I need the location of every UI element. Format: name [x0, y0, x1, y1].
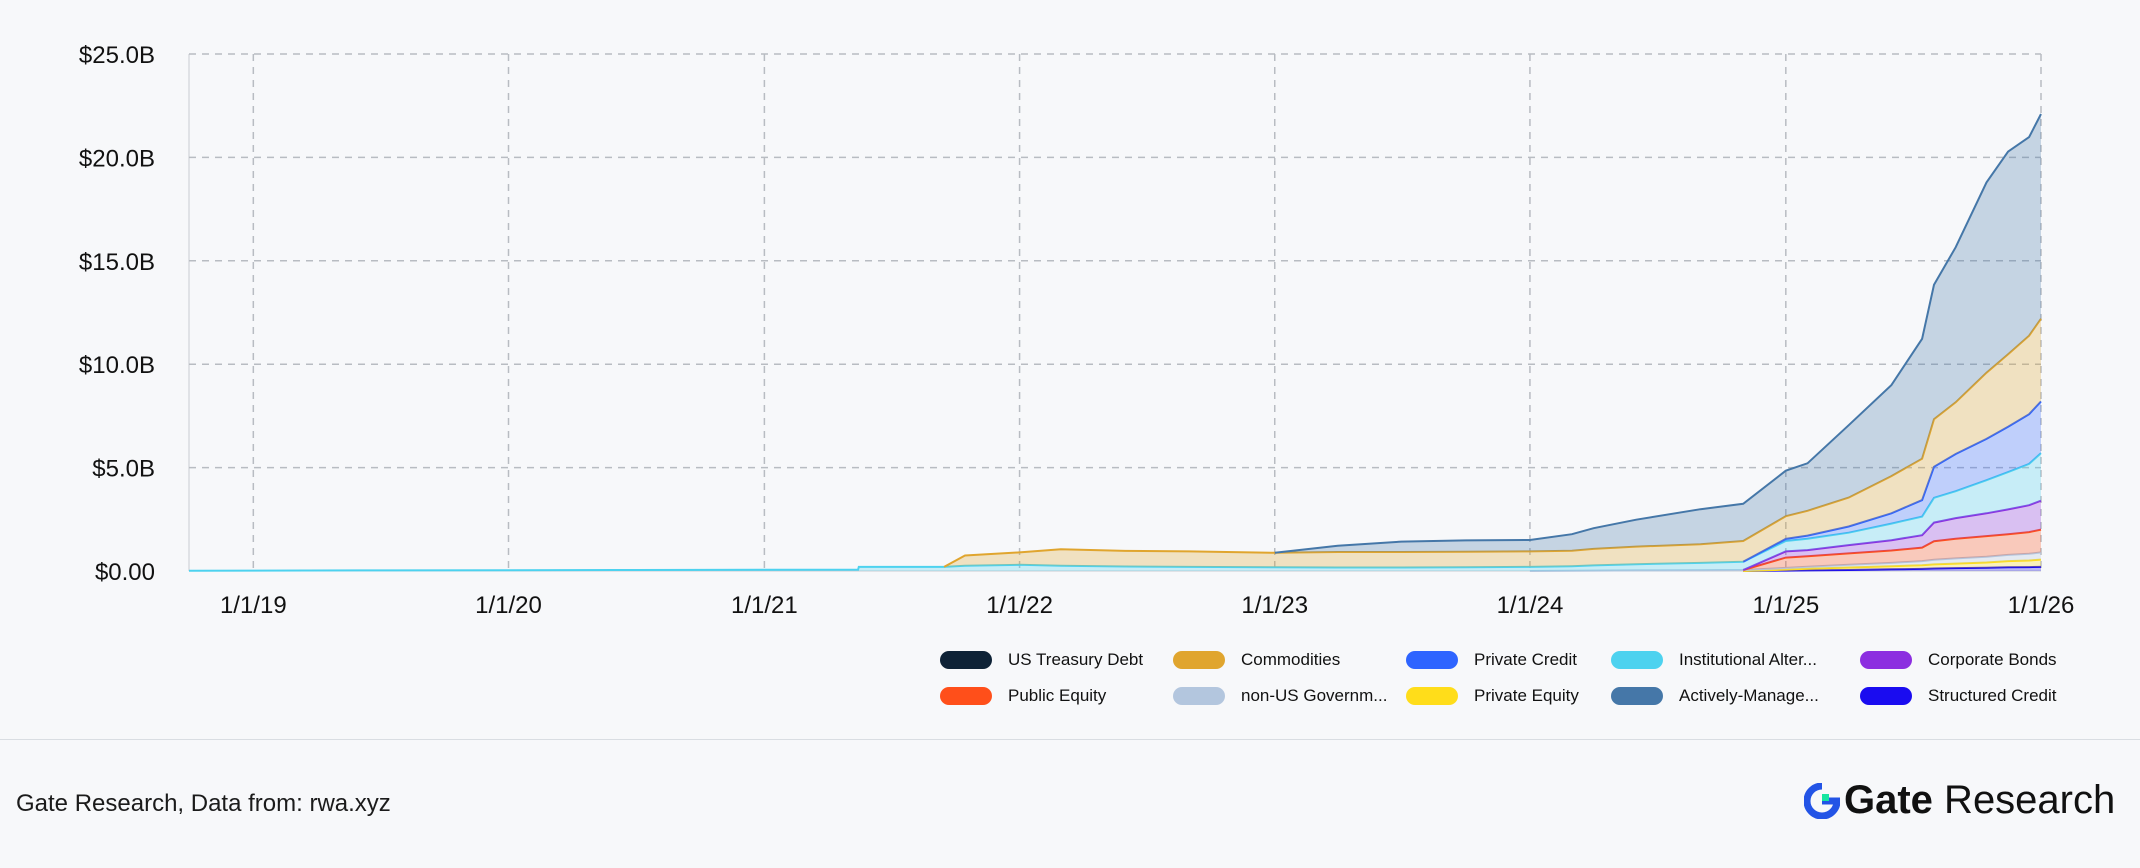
area-private-equity — [1743, 559, 2041, 571]
brand-logo: Gate Research — [1804, 778, 2115, 823]
legend-swatch — [1173, 687, 1225, 705]
area-structured-credit — [1743, 566, 2041, 571]
line-corporate-bonds — [1742, 499, 2042, 571]
line-actively-managed-strategies — [1274, 113, 2042, 554]
legend-swatch — [1406, 687, 1458, 705]
legend-label: Structured Credit — [1928, 686, 2057, 705]
line-private-credit — [1742, 400, 2042, 563]
x-tick-label: 1/1/21 — [731, 592, 798, 619]
area-actively-managed-strategies — [1274, 114, 2041, 553]
line-commodities — [943, 318, 2042, 568]
footer-divider — [0, 739, 2140, 740]
brand-rest: Research — [1932, 778, 2116, 822]
x-tick-label: 1/1/25 — [1752, 592, 1819, 619]
legend-item: Corporate Bonds — [1860, 642, 2080, 678]
legend-swatch — [1611, 651, 1663, 669]
brand-bold: Gate — [1844, 778, 1933, 822]
stacked-area-chart: $0.00 $5.0B $10.0B $15.0B $20.0B $25.0B 1/1/1… — [79, 42, 2074, 619]
x-tick-label: 1/1/24 — [1497, 592, 1564, 619]
legend-item: Institutional Alter... — [1611, 642, 1860, 678]
y-tick-label: $5.0B — [92, 456, 155, 483]
legend-item: Actively-Manage... — [1611, 678, 1860, 714]
x-tick-label: 1/1/23 — [1241, 592, 1308, 619]
line-private-equity — [1743, 558, 2042, 572]
legend-item: Structured Credit — [1860, 678, 2080, 714]
x-tick-label: 1/1/22 — [986, 592, 1053, 619]
legend-item: non-US Governm... — [1173, 678, 1406, 714]
y-axis-ticks: $0.00 $5.0B $10.0B $15.0B $20.0B $25.0B — [79, 42, 155, 586]
legend-label: Actively-Manage... — [1679, 686, 1819, 705]
legend-swatch — [1173, 651, 1225, 669]
legend-swatch — [1860, 651, 1912, 669]
legend-item: US Treasury Debt — [940, 642, 1173, 678]
x-tick-label: 1/1/20 — [475, 592, 542, 619]
legend-swatch — [940, 651, 992, 669]
area-public-equity — [1743, 529, 2041, 570]
y-tick-label: $25.0B — [79, 42, 155, 69]
legend-label: Private Credit — [1474, 650, 1577, 669]
legend-label: non-US Governm... — [1241, 686, 1388, 705]
legend-label: Private Equity — [1474, 686, 1579, 705]
source-note: Gate Research, Data from: rwa.xyz — [16, 790, 391, 817]
legend-label: Institutional Alter... — [1679, 650, 1817, 669]
legend-swatch — [1406, 651, 1458, 669]
legend-label: US Treasury Debt — [1008, 650, 1144, 669]
legend-swatch — [1860, 687, 1912, 705]
x-axis-ticks: 1/1/19 1/1/20 1/1/21 1/1/22 1/1/23 1/1/24 1/1/… — [220, 592, 2074, 619]
area-private-credit — [1743, 401, 2041, 562]
legend-label: Public Equity — [1008, 686, 1107, 705]
legend-item: Private Equity — [1406, 678, 1611, 714]
line-institutional-alternative-funds — [188, 452, 2042, 572]
x-tick-label: 1/1/19 — [220, 592, 287, 619]
area-corporate-bonds — [1743, 500, 2041, 570]
y-tick-label: $20.0B — [79, 145, 155, 172]
brand-wordmark: Gate Research — [1844, 778, 2115, 823]
line-non-us-government-debt — [1529, 551, 2042, 572]
legend-swatch — [1611, 687, 1663, 705]
y-tick-label: $0.00 — [95, 559, 155, 586]
line-structured-credit — [1743, 565, 2042, 572]
chart-legend: US Treasury Debt Commodities Private Credi… — [940, 642, 2080, 714]
legend-swatch — [940, 687, 992, 705]
legend-label: Corporate Bonds — [1928, 650, 2057, 669]
y-tick-label: $15.0B — [79, 249, 155, 276]
x-tick-label: 1/1/26 — [2008, 592, 2075, 619]
legend-label: Commodities — [1241, 650, 1341, 669]
gate-logo-icon — [1804, 782, 1840, 819]
legend-item: Public Equity — [940, 678, 1173, 714]
line-public-equity — [1742, 528, 2042, 571]
y-tick-label: $10.0B — [79, 352, 155, 379]
legend-item: Commodities — [1173, 642, 1406, 678]
chart-areas — [188, 113, 2042, 572]
area-non-us-government-debt — [1529, 552, 2041, 571]
legend-item: Private Credit — [1406, 642, 1611, 678]
